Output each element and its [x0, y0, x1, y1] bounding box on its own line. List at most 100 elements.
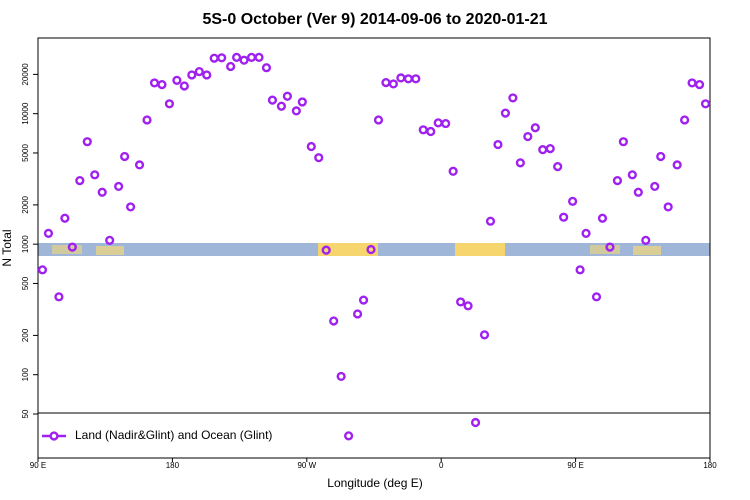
point [493, 139, 503, 150]
legend-marker [49, 431, 59, 441]
point [37, 265, 48, 275]
x-tick-label: 90 E [567, 461, 583, 470]
point [530, 123, 540, 133]
point [344, 431, 354, 441]
point [545, 143, 555, 154]
point [633, 187, 643, 197]
chart-title: 5S-0 October (Ver 9) 2014-09-06 to 2020-… [202, 11, 547, 28]
point [194, 67, 204, 77]
point [358, 295, 369, 305]
point [373, 115, 384, 125]
point [254, 52, 264, 62]
y-tick-label: 10000 [21, 102, 30, 125]
point [97, 187, 107, 197]
x-tick-label: 180 [166, 461, 180, 470]
point [276, 101, 287, 111]
point [618, 137, 628, 147]
point [366, 244, 376, 255]
point [226, 61, 236, 72]
point [680, 115, 690, 125]
point [267, 95, 278, 105]
point [508, 93, 518, 103]
point [553, 162, 563, 172]
point [485, 216, 496, 226]
point [202, 70, 212, 80]
x-axis-label: Longitude (deg E) [327, 476, 422, 490]
point [656, 151, 666, 162]
point [403, 74, 413, 84]
point [352, 309, 363, 319]
point [232, 52, 242, 62]
point [605, 242, 615, 252]
point [306, 141, 316, 152]
point [217, 53, 227, 63]
point [559, 212, 569, 222]
point [314, 153, 324, 163]
point [597, 213, 608, 223]
point [694, 80, 705, 90]
point [672, 160, 682, 170]
point [581, 228, 591, 238]
point [433, 118, 443, 128]
point [426, 126, 436, 137]
point [60, 213, 70, 223]
y-tick-label: 500 [21, 276, 30, 290]
point [441, 118, 451, 129]
point [67, 242, 77, 252]
point [411, 74, 421, 84]
point [381, 78, 391, 88]
point [209, 53, 219, 63]
point [291, 106, 301, 116]
point [663, 202, 673, 212]
point [418, 125, 428, 135]
point [650, 181, 660, 192]
point [396, 73, 406, 83]
point [456, 297, 466, 307]
x-tick-label: 0 [439, 461, 444, 470]
point [187, 70, 197, 80]
point [142, 115, 152, 125]
point [538, 145, 548, 155]
point [105, 235, 115, 245]
point [388, 79, 399, 89]
x-tick-label: 180 [703, 461, 717, 470]
point [612, 176, 623, 186]
point [321, 245, 331, 255]
point [120, 151, 130, 162]
point [149, 78, 160, 88]
legend-label: Land (Nadir&Glint) and Ocean (Glint) [75, 428, 272, 442]
y-tick-label: 200 [21, 328, 30, 342]
x-tick-label: 90 E [30, 461, 46, 470]
y-tick-label: 20000 [21, 63, 30, 86]
point [448, 166, 458, 176]
point [239, 55, 249, 65]
point [700, 99, 711, 109]
point [157, 80, 167, 90]
point [575, 265, 585, 275]
y-tick-label: 1000 [21, 235, 30, 253]
point [627, 170, 637, 180]
x-tick-label: 90 W [297, 461, 316, 470]
point [523, 131, 533, 142]
point [479, 330, 490, 340]
point [568, 196, 578, 206]
point [336, 371, 346, 382]
point [297, 97, 307, 107]
point [515, 158, 525, 168]
point [329, 316, 339, 326]
point [82, 137, 92, 147]
y-tick-label: 5000 [21, 144, 30, 162]
point [246, 52, 257, 62]
y-tick-label: 100 [21, 367, 30, 381]
point [179, 81, 189, 91]
point [164, 99, 175, 109]
point [90, 170, 100, 180]
point [591, 292, 602, 302]
point [114, 181, 124, 192]
point [134, 160, 145, 170]
plot-frame [37, 37, 711, 459]
point [125, 202, 136, 212]
point [75, 176, 85, 186]
point [500, 108, 511, 118]
